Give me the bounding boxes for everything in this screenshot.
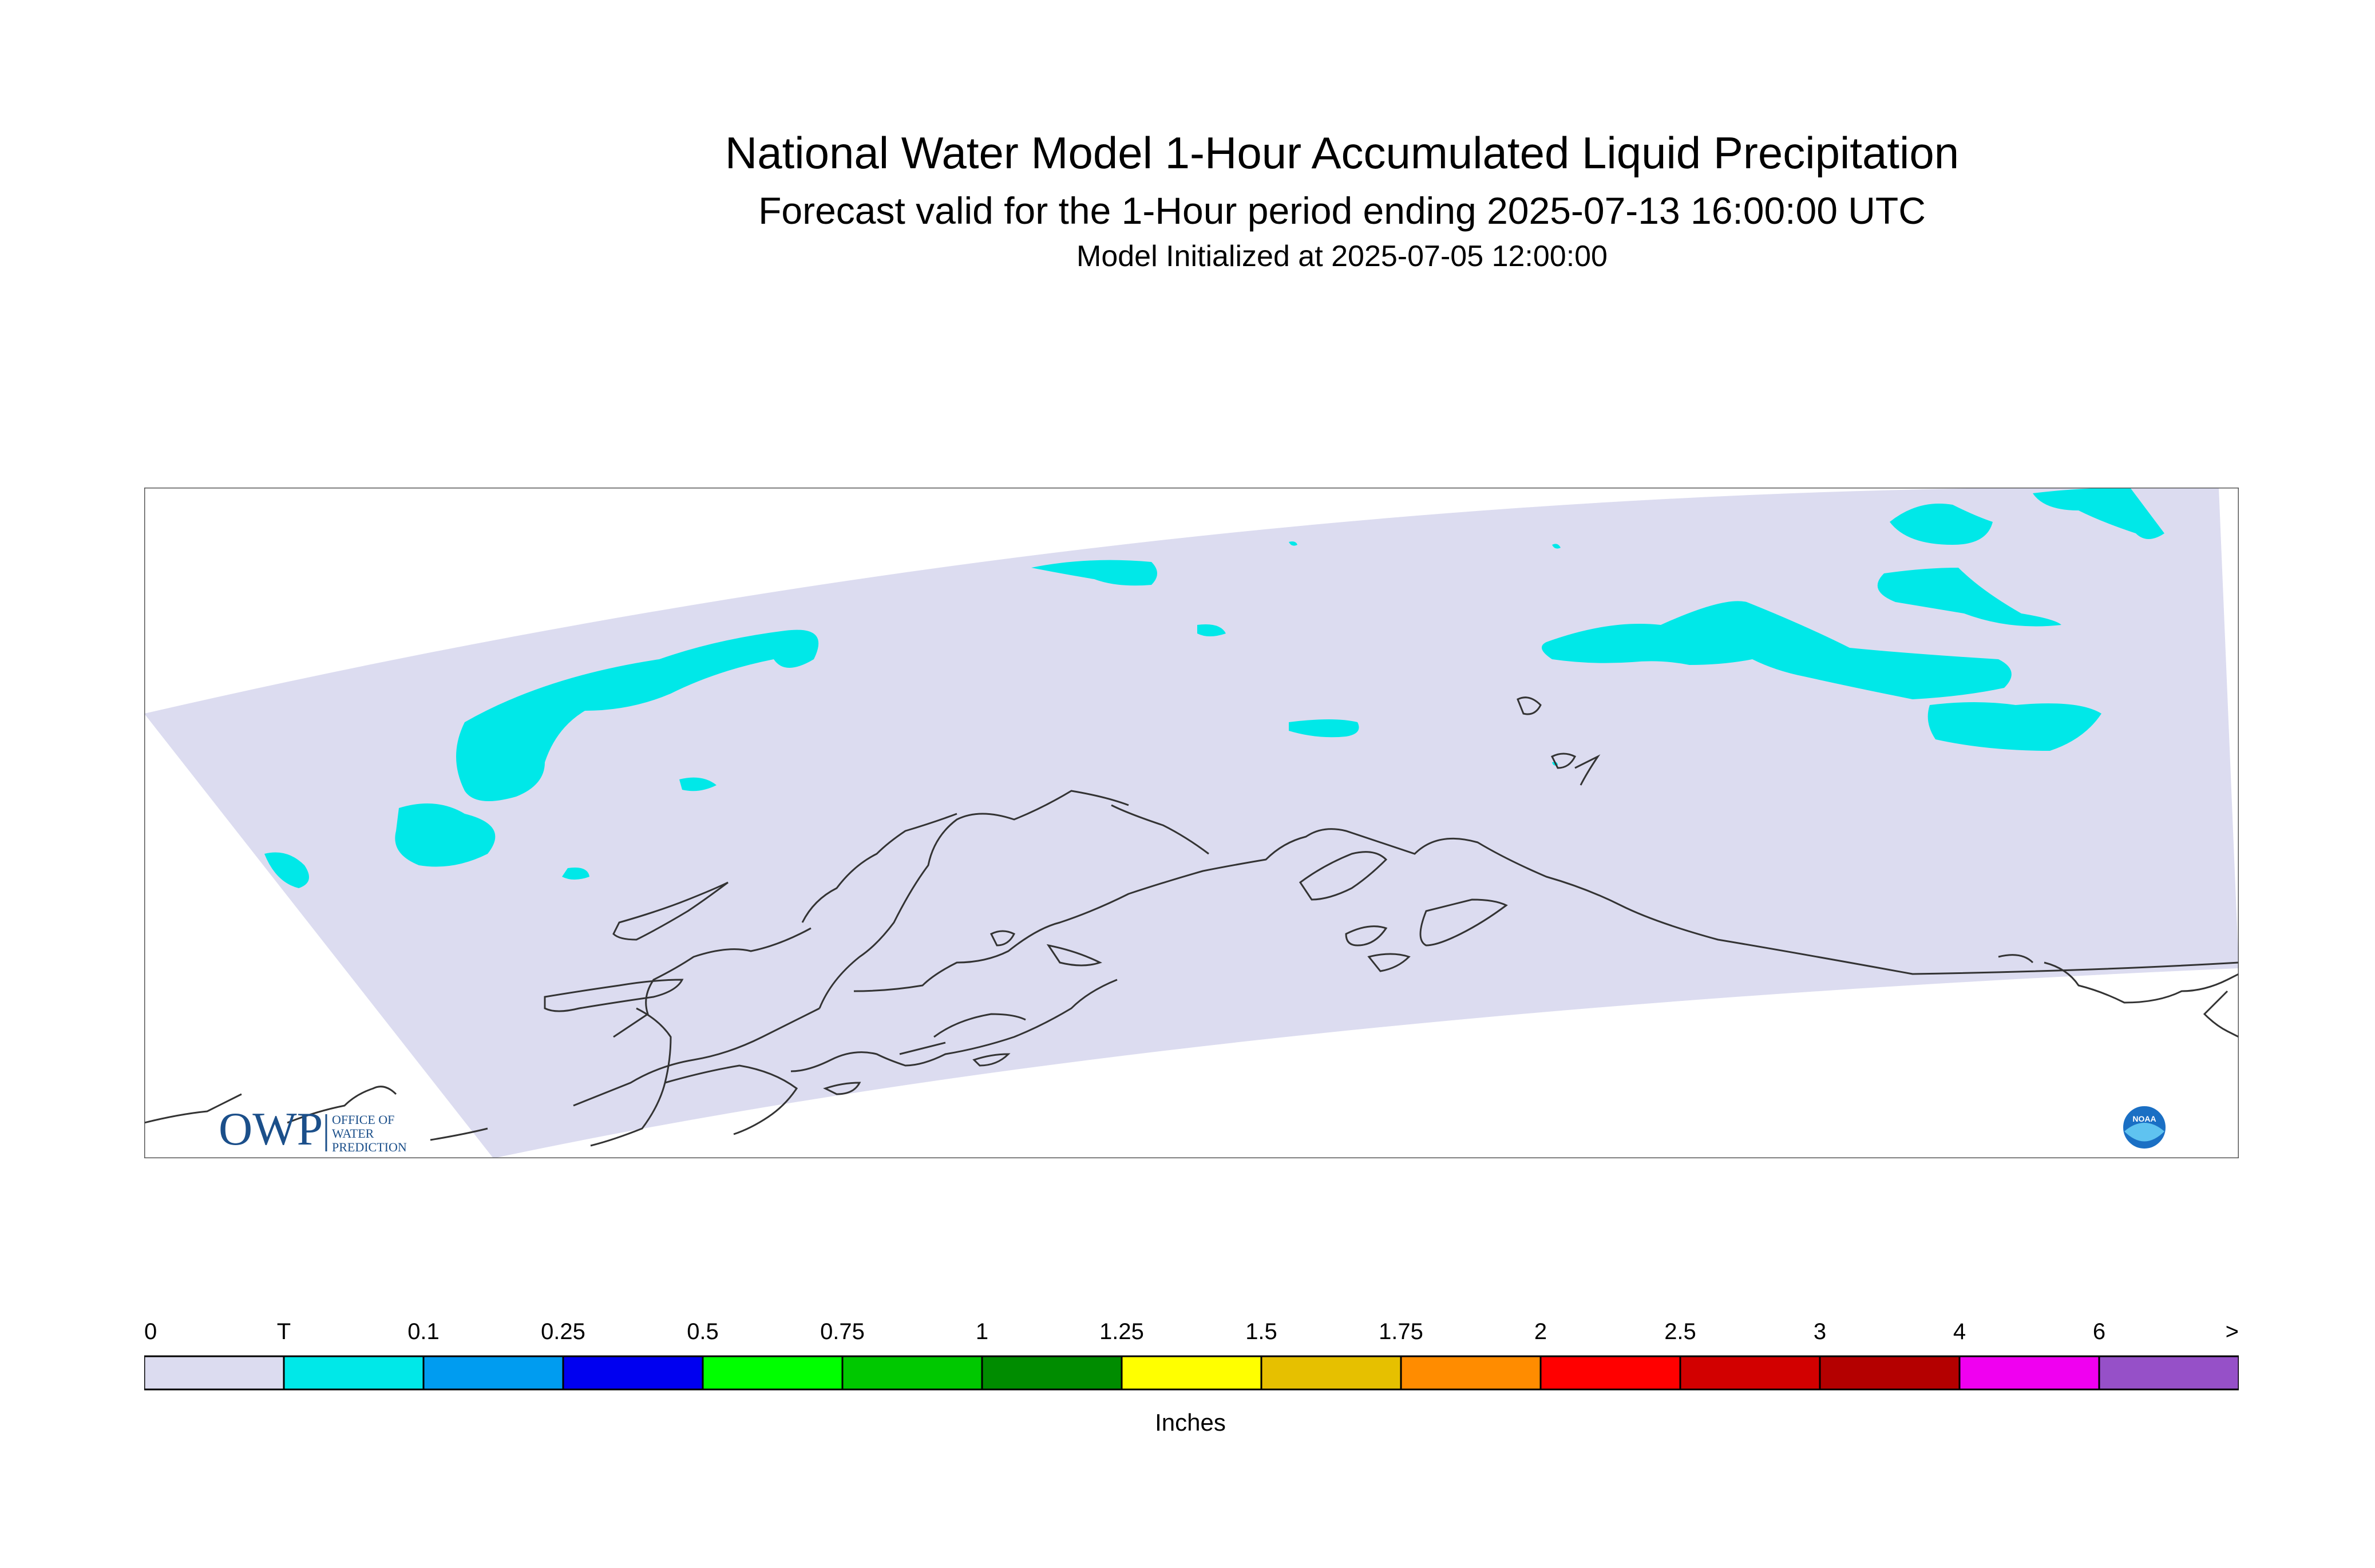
coastline-segment	[1998, 954, 2034, 964]
legend-color-box	[981, 1355, 1123, 1391]
legend-tick-label: 3	[1814, 1319, 1826, 1344]
legend-color-box	[1400, 1355, 1542, 1391]
coastline-segment	[544, 979, 684, 1012]
legend-tick-label: 1	[976, 1319, 988, 1344]
coastline-segment	[664, 1064, 798, 1135]
legend-color-box	[144, 1355, 285, 1391]
legend-tick-label: 1.5	[1245, 1319, 1277, 1344]
coastline-segment	[1419, 898, 1508, 947]
coastline-segment	[1299, 851, 1388, 901]
legend-tick-label: T	[277, 1319, 291, 1344]
legend-color-box	[1121, 1355, 1262, 1391]
coastline-segment	[972, 1053, 1011, 1067]
legend-color-box	[283, 1355, 425, 1391]
legend-tick-label: 6	[2093, 1319, 2105, 1344]
coastline-segment	[287, 1086, 397, 1124]
precipitation-map: OWP OFFICE OF WATER PREDICTION NOAA	[144, 488, 2239, 1158]
coastline-segment	[1046, 944, 1102, 967]
legend-color-box	[1958, 1355, 2100, 1391]
trace-precip-area	[679, 777, 717, 791]
coastline-segment	[573, 1007, 820, 1107]
trace-precip-area	[1890, 504, 1993, 545]
coastline-segment	[899, 1042, 946, 1055]
trace-precip-area	[395, 803, 496, 867]
coastline-segment	[144, 1093, 242, 1124]
coastline-segment	[989, 930, 1016, 947]
coastline-segment	[2044, 961, 2239, 1004]
map-title: National Water Model 1-Hour Accumulated …	[725, 128, 1960, 178]
trace-precip-area	[562, 868, 589, 880]
legend-tick-label: 1.25	[1099, 1319, 1144, 1344]
trace-precip-areas	[264, 488, 2164, 888]
owp-logo-mark: OWP	[219, 1103, 323, 1155]
coastline-segment	[1367, 953, 1411, 972]
coastline-segment	[853, 828, 2239, 992]
legend-tick-label: 4	[1953, 1319, 1966, 1344]
noaa-logo: NOAA	[2120, 1103, 2169, 1152]
legend-color-box	[2098, 1355, 2239, 1391]
trace-precip-area	[456, 629, 819, 801]
trace-precip-area	[1877, 568, 2061, 627]
trace-precip-area	[2033, 488, 2164, 539]
coastline-segment	[933, 1013, 1026, 1038]
legend-color-box	[1539, 1355, 1681, 1391]
legend-color-box	[1260, 1355, 1402, 1391]
trace-precip-area	[1289, 541, 1297, 546]
coastline-segment	[1550, 753, 1577, 769]
coastline-segment	[1574, 754, 1601, 786]
trace-precip-area	[1542, 601, 2012, 699]
legend-color-box	[1679, 1355, 1821, 1391]
legend-tick-label: 1.75	[1379, 1319, 1423, 1344]
legend-tick-label: 0.75	[820, 1319, 865, 1344]
map-subtitle: Forecast valid for the 1-Hour period end…	[758, 189, 1926, 232]
legend-tick-label: 0.25	[541, 1319, 585, 1344]
legend-tick-label: 2	[1534, 1319, 1547, 1344]
trace-precip-area	[1289, 719, 1359, 738]
color-legend: 0 T 0.1 0.25 0.5 0.75 1 1.25 1.5 1.75 2 2.5 3 4 6 >	[144, 1319, 2239, 1391]
trace-precip-area	[1927, 702, 2101, 751]
legend-tick-label: 0.1	[407, 1319, 440, 1344]
owp-logo: OWP OFFICE OF WATER PREDICTION	[219, 1103, 407, 1155]
legend-color-box	[702, 1355, 844, 1391]
model-init-line: Model Initialized at 2025-07-05 12:00:00	[1076, 240, 1608, 273]
coastline-segment	[430, 1127, 488, 1141]
coastline-segment	[612, 881, 729, 941]
trace-precip-area	[1197, 624, 1226, 636]
coastline-segment	[818, 790, 1129, 1009]
coastline-segment	[823, 1082, 861, 1095]
legend-units: Inches	[1155, 1409, 1226, 1436]
coastline-segment	[1517, 696, 1542, 715]
coastlines	[144, 696, 2239, 1147]
trace-precip-area	[1031, 560, 1157, 586]
legend-color-box	[422, 1355, 564, 1391]
coastline-segment	[790, 979, 1118, 1072]
coastline-segment	[1345, 925, 1388, 947]
trace-precip-area	[1552, 544, 1561, 549]
legend-tick-label: 0	[144, 1319, 157, 1344]
noaa-logo-mark: NOAA	[2132, 1114, 2156, 1123]
trace-precip-area	[264, 852, 309, 888]
coastline-segment	[590, 1007, 672, 1147]
legend-tick-label: 2.5	[1664, 1319, 1696, 1344]
owp-logo-line3: PREDICTION	[332, 1140, 407, 1154]
coastline-segment	[2203, 990, 2239, 1038]
coastline-segment	[1111, 804, 1209, 855]
legend-tick-label: >	[2226, 1319, 2239, 1344]
legend-color-box	[562, 1355, 704, 1391]
legend-tick-label: 0.5	[687, 1319, 719, 1344]
legend-color-box	[1819, 1355, 1961, 1391]
owp-logo-line1: OFFICE OF	[332, 1112, 394, 1127]
legend-color-box	[841, 1355, 983, 1391]
owp-logo-line2: WATER	[332, 1126, 374, 1141]
coastline-segment	[801, 813, 957, 923]
